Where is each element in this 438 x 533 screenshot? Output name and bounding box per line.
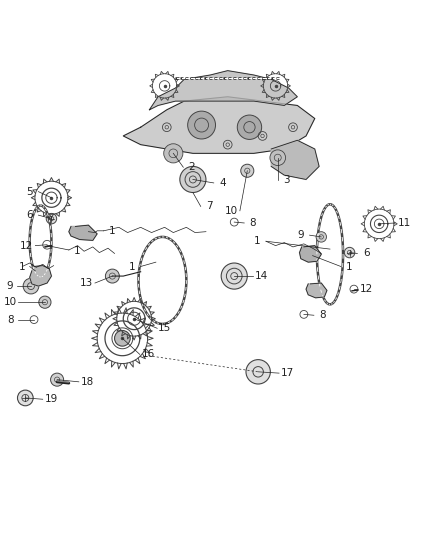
Circle shape xyxy=(23,278,39,294)
Circle shape xyxy=(180,166,206,192)
Text: 1: 1 xyxy=(129,262,135,271)
Text: 9: 9 xyxy=(6,281,13,291)
Circle shape xyxy=(46,213,57,224)
Text: 1: 1 xyxy=(19,262,25,271)
Text: 1: 1 xyxy=(74,246,81,256)
Text: 6: 6 xyxy=(363,248,369,259)
Text: 8: 8 xyxy=(7,314,14,325)
Circle shape xyxy=(187,111,215,139)
Polygon shape xyxy=(69,225,97,240)
Text: 16: 16 xyxy=(142,350,155,359)
Text: 13: 13 xyxy=(80,278,93,288)
Polygon shape xyxy=(30,265,51,286)
Circle shape xyxy=(115,330,130,346)
Circle shape xyxy=(316,232,326,242)
Text: 12: 12 xyxy=(20,240,33,251)
Circle shape xyxy=(50,373,64,386)
Text: 10: 10 xyxy=(225,206,238,216)
Circle shape xyxy=(164,144,183,163)
Circle shape xyxy=(241,164,254,177)
Text: 15: 15 xyxy=(158,324,171,333)
Text: 17: 17 xyxy=(281,368,294,378)
Text: 8: 8 xyxy=(250,218,256,228)
Text: 14: 14 xyxy=(255,271,268,281)
Circle shape xyxy=(237,115,261,140)
Circle shape xyxy=(39,296,51,308)
Text: 4: 4 xyxy=(219,178,226,188)
Circle shape xyxy=(270,150,286,166)
Text: 9: 9 xyxy=(297,230,304,240)
Text: 5: 5 xyxy=(26,187,33,197)
Text: 6: 6 xyxy=(26,210,33,220)
Circle shape xyxy=(18,390,33,406)
Text: 19: 19 xyxy=(45,394,58,404)
Text: 18: 18 xyxy=(81,377,94,387)
Text: 2: 2 xyxy=(189,162,195,172)
Text: 11: 11 xyxy=(397,218,410,228)
Polygon shape xyxy=(306,283,327,298)
Text: 12: 12 xyxy=(360,284,373,294)
Circle shape xyxy=(106,269,119,283)
Text: 8: 8 xyxy=(319,310,326,320)
Polygon shape xyxy=(123,97,315,154)
Text: 1: 1 xyxy=(109,226,116,236)
Circle shape xyxy=(221,263,247,289)
Polygon shape xyxy=(271,140,319,180)
Text: 10: 10 xyxy=(4,297,17,307)
Text: 3: 3 xyxy=(283,175,290,185)
Circle shape xyxy=(344,247,355,258)
Text: 7: 7 xyxy=(206,201,213,212)
Text: 1: 1 xyxy=(346,262,353,271)
Polygon shape xyxy=(300,246,321,262)
Polygon shape xyxy=(149,71,297,110)
Text: 1: 1 xyxy=(254,236,261,246)
Circle shape xyxy=(246,360,270,384)
